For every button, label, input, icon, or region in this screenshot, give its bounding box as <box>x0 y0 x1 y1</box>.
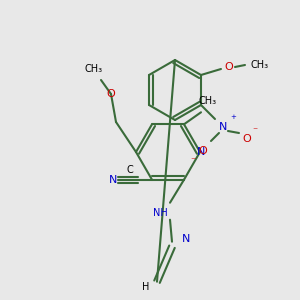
Text: N: N <box>197 147 205 157</box>
Text: NH: NH <box>153 208 167 218</box>
Text: +: + <box>230 114 236 120</box>
Text: CH₃: CH₃ <box>251 60 269 70</box>
Text: H: H <box>142 282 149 292</box>
Text: O: O <box>199 146 207 156</box>
Text: N: N <box>219 122 227 132</box>
Text: CH₃: CH₃ <box>85 64 103 74</box>
Text: N: N <box>109 175 117 185</box>
Text: O: O <box>106 89 116 99</box>
Text: O: O <box>225 62 233 72</box>
Text: O: O <box>243 134 251 144</box>
Text: C: C <box>127 165 134 175</box>
Text: CH₃: CH₃ <box>199 96 217 106</box>
Text: ⁻: ⁻ <box>252 126 257 136</box>
Text: ⁻: ⁻ <box>190 156 196 166</box>
Text: N: N <box>182 234 190 244</box>
